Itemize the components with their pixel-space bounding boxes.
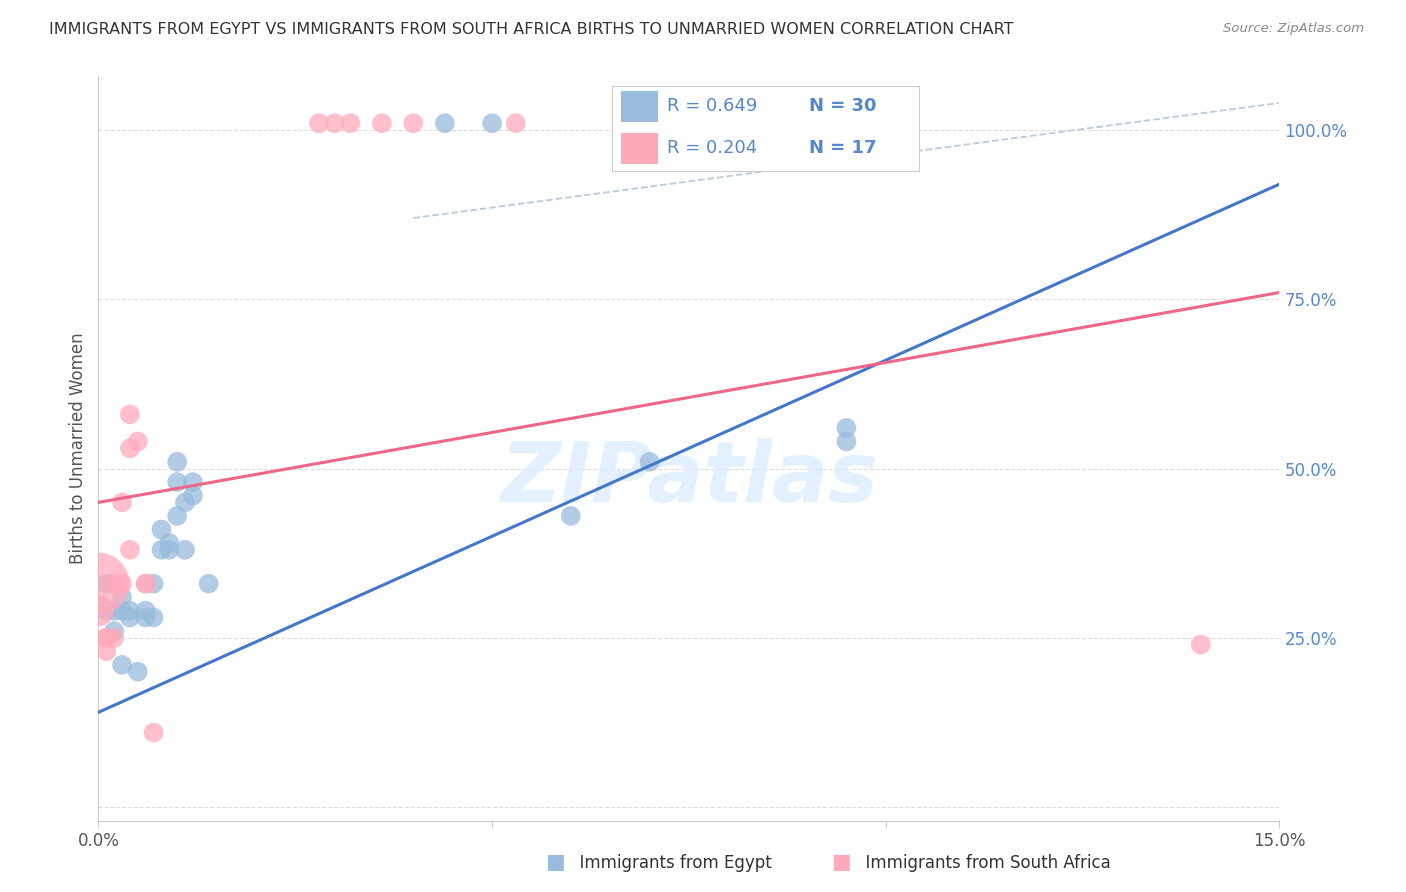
- Point: [103, 631, 125, 645]
- Text: Immigrants from Egypt: Immigrants from Egypt: [569, 855, 772, 872]
- Point: [1189, 638, 1212, 652]
- Point: [111, 495, 134, 509]
- Point: [150, 542, 173, 557]
- Point: [371, 116, 394, 130]
- Point: [111, 591, 134, 605]
- Point: [339, 116, 361, 130]
- Point: [181, 475, 204, 489]
- Y-axis label: Births to Unmarried Women: Births to Unmarried Women: [69, 333, 87, 564]
- Text: ■: ■: [831, 853, 851, 872]
- Point: [118, 408, 141, 422]
- Point: [103, 576, 125, 591]
- Point: [118, 610, 141, 624]
- Point: [157, 536, 180, 550]
- Text: Immigrants from South Africa: Immigrants from South Africa: [855, 855, 1111, 872]
- Point: [835, 434, 858, 449]
- Point: [135, 576, 157, 591]
- Point: [142, 576, 165, 591]
- Point: [127, 665, 149, 679]
- Point: [96, 576, 118, 591]
- Point: [197, 576, 219, 591]
- Point: [87, 604, 110, 618]
- Point: [127, 434, 149, 449]
- Point: [135, 576, 157, 591]
- Point: [87, 576, 110, 591]
- Text: ■: ■: [546, 853, 565, 872]
- Point: [142, 610, 165, 624]
- Point: [638, 455, 661, 469]
- Point: [166, 455, 188, 469]
- Point: [118, 442, 141, 455]
- Point: [111, 604, 134, 618]
- Point: [96, 631, 118, 645]
- Point: [96, 644, 118, 658]
- Point: [166, 508, 188, 523]
- Point: [96, 631, 118, 645]
- Point: [402, 116, 425, 130]
- Point: [174, 542, 197, 557]
- Text: Source: ZipAtlas.com: Source: ZipAtlas.com: [1223, 22, 1364, 36]
- Point: [135, 604, 157, 618]
- Point: [174, 495, 197, 509]
- Point: [505, 116, 527, 130]
- Point: [111, 657, 134, 672]
- Point: [323, 116, 346, 130]
- Point: [96, 604, 118, 618]
- Point: [150, 523, 173, 537]
- Point: [157, 542, 180, 557]
- Point: [166, 475, 188, 489]
- Point: [135, 610, 157, 624]
- Point: [111, 576, 134, 591]
- Point: [308, 116, 330, 130]
- Point: [560, 508, 582, 523]
- Point: [118, 604, 141, 618]
- Point: [103, 624, 125, 638]
- Point: [481, 116, 503, 130]
- Point: [181, 489, 204, 503]
- Text: IMMIGRANTS FROM EGYPT VS IMMIGRANTS FROM SOUTH AFRICA BIRTHS TO UNMARRIED WOMEN : IMMIGRANTS FROM EGYPT VS IMMIGRANTS FROM…: [49, 22, 1014, 37]
- Point: [103, 604, 125, 618]
- Point: [142, 725, 165, 739]
- Text: ZIPatlas: ZIPatlas: [501, 437, 877, 518]
- Point: [118, 542, 141, 557]
- Point: [433, 116, 456, 130]
- Point: [835, 421, 858, 435]
